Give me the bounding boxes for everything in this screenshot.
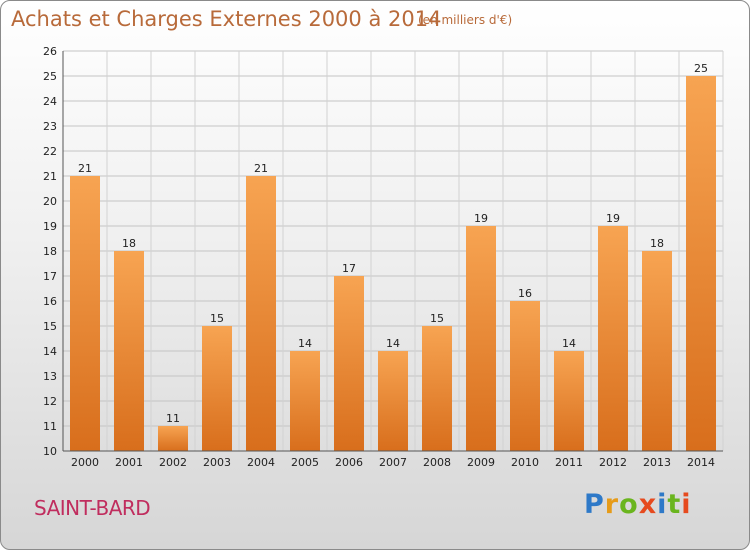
y-tick-label: 26 [43, 45, 57, 58]
y-tick-label: 25 [43, 70, 57, 83]
x-tick-label: 2006 [335, 456, 363, 469]
data-label: 15 [430, 312, 444, 325]
x-tick-label: 2009 [467, 456, 495, 469]
bar [290, 351, 320, 451]
data-label: 14 [298, 337, 312, 350]
bar [114, 251, 144, 451]
data-label: 19 [474, 212, 488, 225]
y-tick-label: 19 [43, 220, 57, 233]
y-tick-label: 16 [43, 295, 57, 308]
x-tick-label: 2003 [203, 456, 231, 469]
y-tick-label: 13 [43, 370, 57, 383]
y-tick-label: 14 [43, 345, 57, 358]
x-tick-label: 2011 [555, 456, 583, 469]
y-tick-label: 11 [43, 420, 57, 433]
bar [378, 351, 408, 451]
bar [466, 226, 496, 451]
y-tick-label: 23 [43, 120, 57, 133]
x-tick-label: 2007 [379, 456, 407, 469]
bar [246, 176, 276, 451]
data-label: 16 [518, 287, 532, 300]
data-label: 18 [122, 237, 136, 250]
data-label: 18 [650, 237, 664, 250]
bar [422, 326, 452, 451]
x-tick-label: 2008 [423, 456, 451, 469]
data-label: 21 [78, 162, 92, 175]
x-tick-label: 2000 [71, 456, 99, 469]
bar [510, 301, 540, 451]
y-tick-label: 15 [43, 320, 57, 333]
bar [158, 426, 188, 451]
y-tick-label: 24 [43, 95, 57, 108]
x-tick-label: 2014 [687, 456, 715, 469]
bar [598, 226, 628, 451]
x-tick-label: 2004 [247, 456, 275, 469]
bar [686, 76, 716, 451]
x-tick-label: 2001 [115, 456, 143, 469]
bar [70, 176, 100, 451]
y-tick-label: 17 [43, 270, 57, 283]
data-label: 11 [166, 412, 180, 425]
y-tick-label: 18 [43, 245, 57, 258]
data-label: 19 [606, 212, 620, 225]
chart-title: Achats et Charges Externes 2000 à 2014 [11, 7, 442, 31]
bar [554, 351, 584, 451]
y-tick-label: 10 [43, 445, 57, 458]
bar [642, 251, 672, 451]
x-tick-label: 2013 [643, 456, 671, 469]
proxiti-logo[interactable]: Proxiti [584, 489, 692, 520]
bar [334, 276, 364, 451]
y-tick-label: 22 [43, 145, 57, 158]
bar [202, 326, 232, 451]
data-label: 14 [562, 337, 576, 350]
data-label: 21 [254, 162, 268, 175]
y-tick-label: 12 [43, 395, 57, 408]
y-tick-label: 20 [43, 195, 57, 208]
commune-name: SAINT-BARD [34, 496, 151, 520]
data-label: 17 [342, 262, 356, 275]
y-tick-label: 21 [43, 170, 57, 183]
x-tick-label: 2005 [291, 456, 319, 469]
data-label: 15 [210, 312, 224, 325]
chart-subtitle: (en milliers d'€) [418, 13, 513, 27]
x-tick-label: 2002 [159, 456, 187, 469]
data-label: 25 [694, 62, 708, 75]
x-tick-label: 2012 [599, 456, 627, 469]
data-label: 14 [386, 337, 400, 350]
x-tick-label: 2010 [511, 456, 539, 469]
